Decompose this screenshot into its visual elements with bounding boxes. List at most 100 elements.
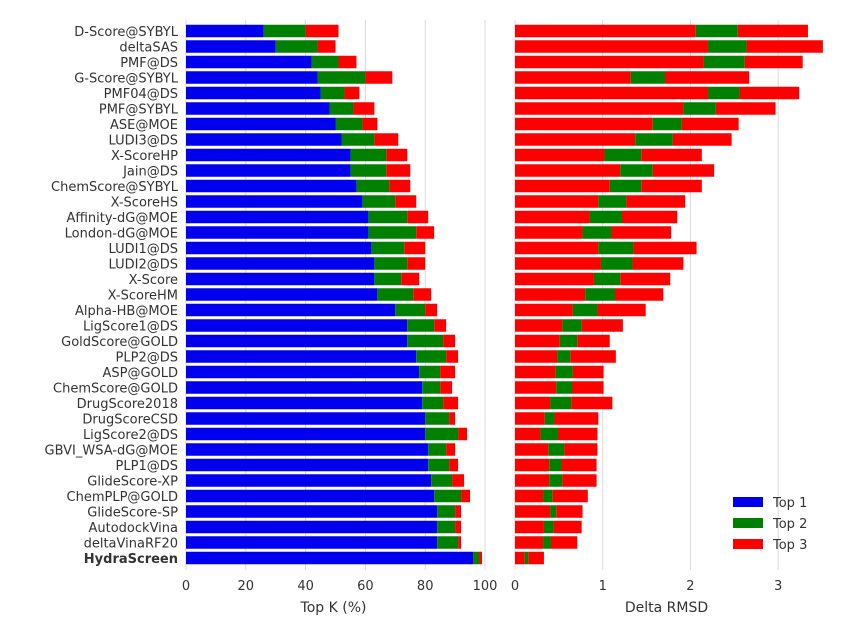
left-bar-top-3 <box>413 288 432 301</box>
left-bar-top-1 <box>186 458 429 472</box>
right-bar-top-3 <box>515 102 684 115</box>
right-bar-top-3 <box>737 24 808 38</box>
left-bar-top-2 <box>371 241 405 255</box>
left-bar-top-3 <box>434 319 447 332</box>
left-bar-top-3 <box>449 412 456 425</box>
right-bar-top-3 <box>528 551 544 565</box>
left-bar-top-1 <box>186 412 426 425</box>
left-bar-top-1 <box>186 474 432 487</box>
right-bar-top-2 <box>550 396 572 410</box>
right-bar-top-3 <box>515 458 550 472</box>
left-bar-top-2 <box>425 412 450 425</box>
right-bar-top-3 <box>515 226 583 239</box>
right-bar-top-2 <box>652 117 682 131</box>
right-bar-top-3 <box>515 55 704 69</box>
right-bar-top-3 <box>554 412 599 425</box>
right-bar-top-3 <box>515 40 708 53</box>
right-bar-top-2 <box>524 551 529 565</box>
right-bar-top-3 <box>515 272 594 286</box>
left-bar-top-2 <box>275 40 318 53</box>
left-bar-top-3 <box>443 334 456 348</box>
right-bar-top-2 <box>620 164 653 177</box>
left-bar-top-3 <box>446 443 456 456</box>
left-bar-top-2 <box>341 133 375 146</box>
left-bar-top-3 <box>365 71 393 84</box>
left-bar-top-3 <box>353 102 375 115</box>
left-bar-top-3 <box>407 210 429 224</box>
right-bar-top-3 <box>664 71 750 84</box>
left-bar-top-3 <box>446 350 459 363</box>
right-bar-top-2 <box>559 334 578 348</box>
right-bar-top-2 <box>635 133 673 146</box>
left-x-axis-label: Top K (%) <box>300 600 367 616</box>
category-label: AutodockVina <box>89 521 179 536</box>
right-bar-top-3 <box>641 148 702 162</box>
right-bar-top-3 <box>571 396 613 410</box>
right-bar-top-3 <box>552 489 588 503</box>
left-bar-top-3 <box>440 365 456 379</box>
right-bar-top-3 <box>515 443 549 456</box>
right-bar-top-3 <box>556 505 583 518</box>
right-bar-top-3 <box>515 396 551 410</box>
right-bar-top-3 <box>515 365 556 379</box>
left-bar-top-3 <box>386 164 411 177</box>
right-bar-top-3 <box>715 102 776 115</box>
left-tick-label: 100 <box>473 579 498 594</box>
left-bar-top-1 <box>186 117 336 131</box>
left-bar-top-1 <box>186 489 435 503</box>
legend-label: Top 2 <box>772 517 807 532</box>
right-bar-top-2 <box>557 350 571 363</box>
right-bar-top-3 <box>739 86 800 100</box>
right-bar-top-3 <box>515 489 544 503</box>
right-bar-top-3 <box>515 164 621 177</box>
right-bar-top-3 <box>515 133 636 146</box>
left-bar-top-3 <box>479 551 483 565</box>
right-bar-top-2 <box>585 288 615 301</box>
category-label: London-dG@MOE <box>65 227 178 242</box>
left-bar-top-2 <box>320 86 345 100</box>
left-bar-top-1 <box>186 396 423 410</box>
right-bar-top-3 <box>597 303 646 317</box>
left-bar-top-3 <box>317 40 336 53</box>
right-bar-top-3 <box>572 365 604 379</box>
left-panel: D-Score@SYBYLdeltaSASPMF@DSG-Score@SYBYL… <box>45 20 498 616</box>
right-bar-top-2 <box>609 179 642 193</box>
category-label: DrugScore2018 <box>77 397 178 412</box>
left-tick-label: 80 <box>417 579 434 594</box>
right-bar-top-2 <box>589 210 623 224</box>
left-bar-top-1 <box>186 350 417 363</box>
right-bar-top-3 <box>515 520 544 534</box>
left-bar-top-3 <box>449 458 459 472</box>
left-bar-top-2 <box>356 179 390 193</box>
left-bar-top-1 <box>186 24 264 38</box>
right-tick-label: 2 <box>686 579 694 594</box>
left-bar-top-1 <box>186 226 369 239</box>
left-bar-top-1 <box>186 210 369 224</box>
right-bar-top-3 <box>515 71 631 84</box>
right-bar-top-3 <box>515 427 541 441</box>
category-label: Jain@DS <box>122 165 178 180</box>
category-label: LigScore1@DS <box>83 320 178 335</box>
category-label: PMF04@DS <box>104 87 178 102</box>
left-bar-top-3 <box>407 257 426 270</box>
left-bar-top-2 <box>329 102 354 115</box>
right-bar-top-3 <box>515 350 558 363</box>
right-bar-top-2 <box>572 303 598 317</box>
right-bar-top-3 <box>515 551 525 565</box>
left-bar-top-2 <box>437 536 459 549</box>
right-bar-top-2 <box>600 257 633 270</box>
right-bar-top-3 <box>681 117 739 131</box>
left-bar-top-3 <box>344 86 360 100</box>
left-bar-top-3 <box>389 179 411 193</box>
category-label: Alpha-HB@MOE <box>75 304 178 319</box>
left-bar-top-2 <box>317 71 366 84</box>
left-bar-top-1 <box>186 179 357 193</box>
right-bar-top-2 <box>703 55 745 69</box>
category-label: X-ScoreHP <box>111 149 178 164</box>
right-tick-label: 3 <box>774 579 782 594</box>
right-bar-top-3 <box>515 334 560 348</box>
category-label: D-Score@SYBYL <box>74 25 178 40</box>
right-bar-top-3 <box>550 536 578 549</box>
left-bar-top-1 <box>186 102 330 115</box>
right-bar-top-3 <box>515 195 599 208</box>
